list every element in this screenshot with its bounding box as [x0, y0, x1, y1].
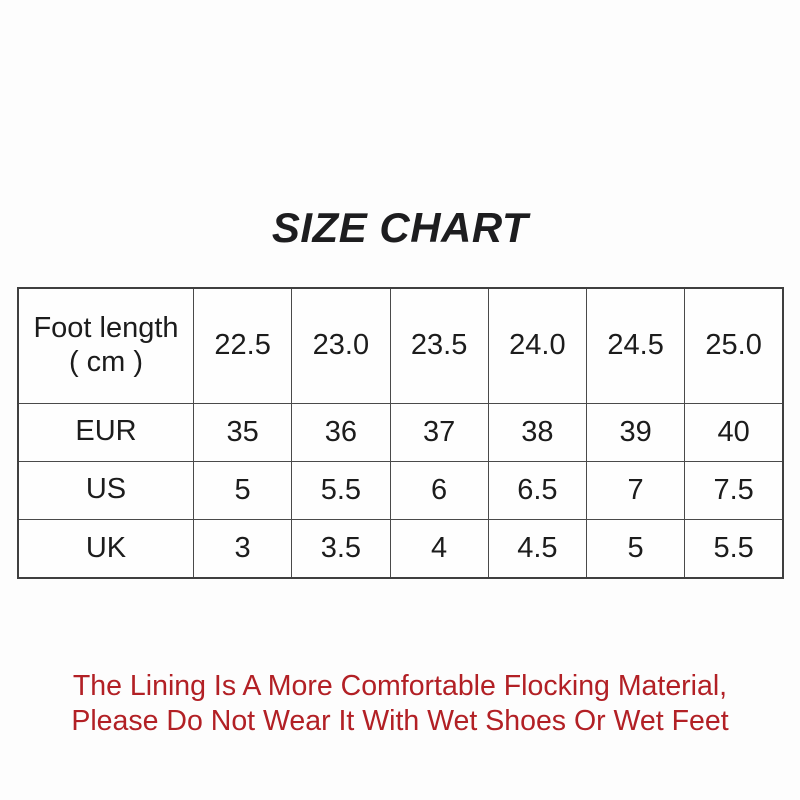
- table-cell: 24.5: [585, 287, 686, 404]
- table-cell: 6.5: [487, 460, 588, 520]
- table-cell: 7.5: [684, 460, 784, 520]
- note-line-2: Please Do Not Wear It With Wet Shoes Or …: [71, 704, 729, 737]
- row-header-uk: UK: [17, 518, 194, 579]
- table-cell: 5.5: [291, 460, 391, 520]
- lining-warning-note: The Lining Is A More Comfortable Flockin…: [0, 669, 800, 739]
- table-cell: 5: [192, 460, 293, 520]
- page-title: SIZE CHART: [271, 204, 529, 251]
- table-cell: 3.5: [291, 518, 391, 579]
- table-cell: 40: [684, 402, 784, 462]
- table-row-us: US 5 5.5 6 6.5 7 7.5: [17, 460, 784, 520]
- size-chart-table: Foot length ( cm ) 22.5 23.0 23.5 24.0 2…: [17, 287, 784, 579]
- table-cell: 23.5: [389, 287, 489, 404]
- table-cell: 23.0: [291, 287, 391, 404]
- table-cell: 36: [291, 402, 391, 462]
- table-cell: 35: [192, 402, 293, 462]
- table-row-uk: UK 3 3.5 4 4.5 5 5.5: [17, 518, 784, 579]
- table-cell: 24.0: [487, 287, 588, 404]
- table-row-eur: EUR 35 36 37 38 39 40: [17, 402, 784, 462]
- table-cell: 22.5: [192, 287, 293, 404]
- row-header-foot-length: Foot length ( cm ): [17, 287, 194, 404]
- row-header-eur: EUR: [17, 402, 194, 462]
- row-header-us: US: [17, 460, 194, 520]
- table-cell: 37: [389, 402, 489, 462]
- table-cell: 4: [389, 518, 489, 579]
- table-cell: 7: [585, 460, 686, 520]
- table-cell: 6: [389, 460, 489, 520]
- table-cell: 5.5: [684, 518, 784, 579]
- table-cell: 39: [585, 402, 686, 462]
- table-cell: 38: [487, 402, 588, 462]
- table-cell: 5: [585, 518, 686, 579]
- table-cell: 25.0: [684, 287, 784, 404]
- table-cell: 3: [192, 518, 293, 579]
- note-line-1: The Lining Is A More Comfortable Flockin…: [72, 670, 728, 702]
- table-cell: 4.5: [487, 518, 588, 579]
- table-row-foot-length: Foot length ( cm ) 22.5 23.0 23.5 24.0 2…: [17, 287, 784, 404]
